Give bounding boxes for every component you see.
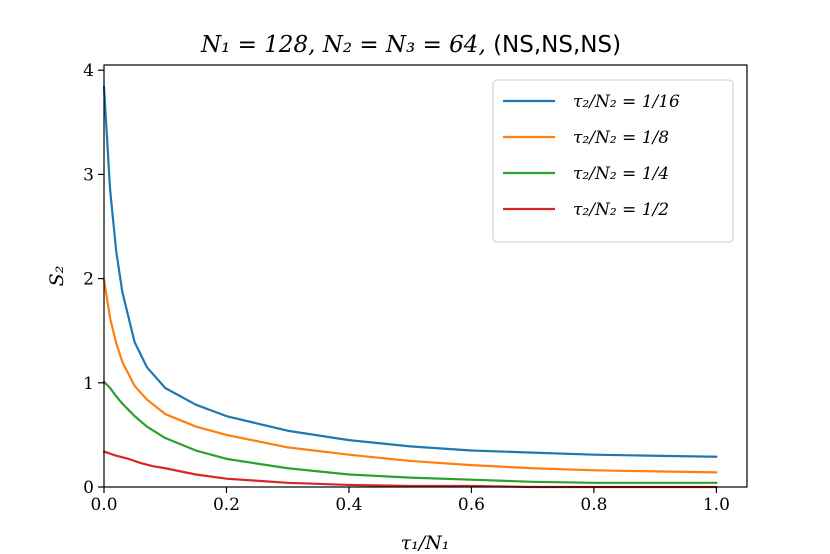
y-axis-label: S₂ (46, 266, 68, 287)
x-tick-label: 0.2 (213, 495, 240, 515)
tick-layer: 0.0 0.2 0.4 0.6 0.8 1.0 0 1 2 3 4 (83, 61, 730, 515)
series-line-2 (102, 278, 718, 474)
y-tick-label: 4 (83, 61, 94, 81)
legend-label-2: τ₂/N₂ = 1/8 (573, 128, 669, 148)
y-tick-label: 1 (83, 374, 94, 394)
y-tick-label: 3 (83, 165, 94, 185)
x-axis-label: τ₁/N₁ (401, 532, 450, 554)
x-tick-label: 0.8 (580, 495, 607, 515)
legend-label-3: τ₂/N₂ = 1/4 (573, 164, 669, 184)
x-tick-label: 0.0 (90, 495, 117, 515)
chart-title: N₁ = 128, N₂ = N₃ = 64, (NS,NS,NS) (200, 32, 621, 58)
legend: τ₂/N₂ = 1/16 τ₂/N₂ = 1/8 τ₂/N₂ = 1/4 τ₂/N₂ … (492, 79, 734, 243)
chart-title-text: (NS,NS,NS) (493, 32, 621, 58)
series-line-1 (102, 85, 718, 458)
chart-title-math: N₁ = 128, N₂ = N₃ = 64, (200, 32, 493, 58)
y-tick-label: 0 (83, 478, 94, 498)
legend-label-4: τ₂/N₂ = 1/2 (573, 200, 669, 220)
legend-label-1: τ₂/N₂ = 1/16 (573, 92, 680, 112)
x-tick-label: 0.6 (458, 495, 485, 515)
x-tick-label: 0.4 (335, 495, 362, 515)
series-line-3 (102, 380, 718, 484)
x-tick-label: 1.0 (703, 495, 730, 515)
plot-frame (103, 64, 748, 488)
series-line-4 (102, 450, 718, 489)
legend-entries: τ₂/N₂ = 1/16 τ₂/N₂ = 1/8 τ₂/N₂ = 1/4 τ₂/N₂ … (503, 92, 680, 220)
y-tick-label: 2 (83, 270, 94, 290)
legend-box (492, 79, 734, 243)
